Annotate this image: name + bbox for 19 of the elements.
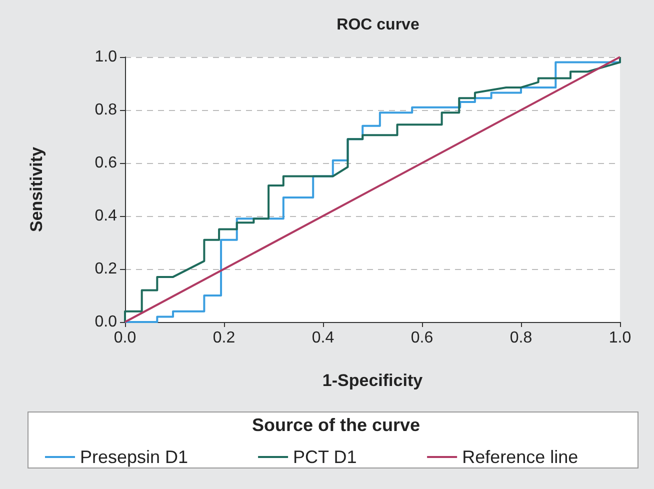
y-tick-label: 0.4 [94, 208, 118, 224]
x-tick-label: 0.2 [212, 330, 236, 346]
y-axis-title: Sensitivity [27, 146, 46, 232]
legend-label: Reference line [462, 447, 578, 467]
x-axis-title: 1-Specificity [322, 371, 424, 390]
x-tick-label: 0.0 [114, 330, 136, 346]
legend-title: Source of the curve [252, 415, 420, 435]
y-tick-label: 0.6 [94, 154, 118, 172]
chart-title: ROC curve [336, 16, 420, 34]
x-tick-label: 0.8 [510, 330, 532, 346]
legend-label: PCT D1 [293, 447, 357, 467]
x-tick-label: 1.0 [608, 330, 632, 346]
y-tick-label: 0.8 [94, 102, 118, 118]
y-tick-label: 0.0 [94, 314, 118, 330]
x-tick-label: 0.4 [312, 330, 334, 346]
legend-label: Presepsin D1 [80, 447, 188, 467]
y-tick-label: 0.2 [94, 260, 118, 278]
y-tick-label: 1.0 [94, 48, 118, 66]
x-tick-label: 0.6 [410, 330, 434, 346]
